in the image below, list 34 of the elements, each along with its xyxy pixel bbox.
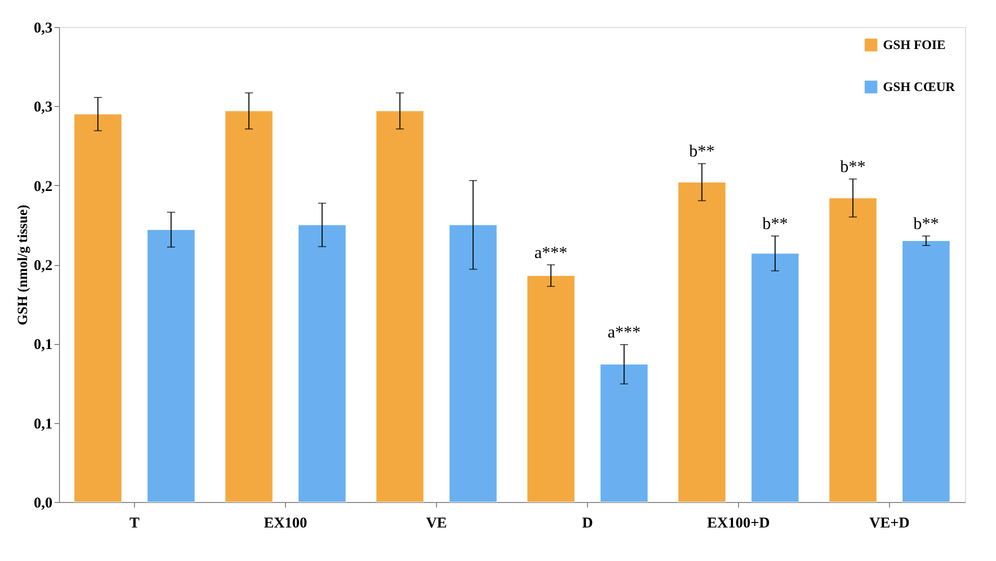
y-axis-title: GSH (nmol/g tissue) xyxy=(16,204,31,326)
y-tick-label: 0,1 xyxy=(34,337,52,354)
data-label: b** xyxy=(913,214,939,233)
data-label: b** xyxy=(689,142,715,161)
x-tick-label: VE xyxy=(426,516,447,532)
bar xyxy=(298,224,346,502)
y-tick-label: 0,1 xyxy=(34,416,52,432)
bar xyxy=(902,240,950,502)
x-tick-label: T xyxy=(129,516,140,532)
bar xyxy=(751,253,800,502)
x-tick-label: VE+D xyxy=(869,516,910,532)
bar xyxy=(449,224,498,502)
bar xyxy=(828,198,877,502)
x-tick-label: EX100 xyxy=(264,516,308,532)
y-tick-label: 0,0 xyxy=(34,496,52,512)
x-tick-label: EX100+D xyxy=(707,516,770,532)
y-tick-label: 0,2 xyxy=(34,178,52,195)
bar xyxy=(376,110,424,502)
data-label: b** xyxy=(762,214,788,233)
bar xyxy=(678,182,726,502)
data-label: b** xyxy=(840,157,866,176)
legend-label: GSH CŒUR xyxy=(883,79,956,94)
bar xyxy=(147,229,196,502)
bar xyxy=(224,110,273,502)
bar xyxy=(526,275,575,502)
y-tick-label: 0,2 xyxy=(34,258,52,274)
legend-label: GSH FOIE xyxy=(883,37,946,52)
y-tick-label: 0,3 xyxy=(34,20,52,36)
y-tick-label: 0,3 xyxy=(34,100,52,116)
bar xyxy=(600,364,648,502)
bar xyxy=(74,114,122,502)
data-label: a*** xyxy=(608,322,641,342)
x-tick-label: D xyxy=(582,516,594,532)
data-label: a*** xyxy=(534,242,568,262)
